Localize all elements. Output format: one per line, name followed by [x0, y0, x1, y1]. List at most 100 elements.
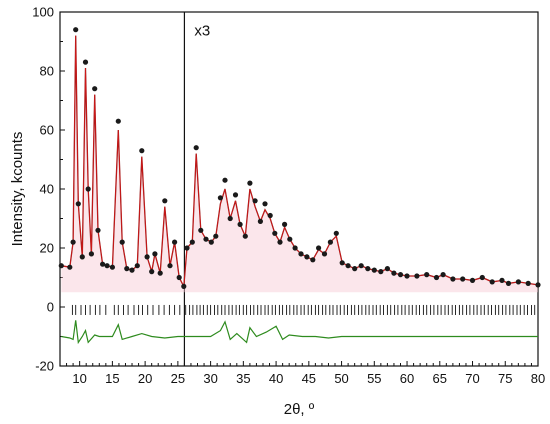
observed-point: [450, 276, 456, 282]
y-tick-label: 80: [40, 64, 54, 79]
x-tick-label: 75: [498, 371, 512, 386]
observed-point: [339, 260, 345, 266]
observed-point: [184, 245, 190, 251]
observed-point: [327, 239, 333, 245]
observed-point: [157, 270, 163, 276]
observed-point: [217, 195, 223, 201]
observed-point: [172, 239, 178, 245]
x-tick-label: 40: [269, 371, 283, 386]
observed-point: [181, 283, 187, 289]
observed-point: [227, 215, 233, 222]
observed-point: [282, 221, 288, 227]
observed-point: [321, 251, 328, 257]
calculated-line-highlight: [61, 35, 539, 288]
observed-point: [525, 280, 531, 286]
observed-point: [88, 251, 94, 257]
observed-point: [149, 269, 155, 275]
observed-point: [397, 272, 404, 278]
observed-point: [378, 269, 384, 275]
observed-point: [213, 233, 219, 239]
x-tick-label: 45: [302, 371, 316, 386]
y-tick-label: 20: [40, 241, 54, 256]
observed-point: [277, 239, 283, 245]
y-tick-label: 100: [32, 5, 54, 20]
observed-point: [479, 274, 485, 281]
observed-point: [535, 282, 541, 288]
difference-line: [61, 320, 538, 345]
observed-point: [414, 273, 420, 279]
calculated-line: [61, 35, 539, 289]
x-tick-label: 70: [465, 371, 479, 386]
reflection-markers: [71, 304, 536, 315]
observed-point: [152, 251, 158, 257]
observed-point: [333, 230, 339, 236]
observed-point: [371, 267, 377, 273]
y-tick-label: 40: [40, 182, 54, 197]
observed-point: [73, 27, 79, 33]
observed-point: [460, 276, 466, 282]
observed-point: [167, 263, 173, 269]
observed-point: [469, 277, 476, 283]
observed-point: [365, 266, 371, 272]
observed-point: [242, 233, 248, 239]
observed-point: [391, 270, 397, 276]
x-tick-label: 15: [105, 371, 119, 386]
observed-point: [237, 221, 243, 227]
observed-point: [384, 266, 390, 272]
x-tick-label: 65: [433, 371, 447, 386]
observed-point: [119, 239, 125, 245]
observed-point: [162, 198, 168, 204]
observed-point: [208, 239, 214, 245]
observed-point: [124, 266, 130, 272]
observed-point: [358, 263, 364, 269]
observed-point: [515, 279, 522, 285]
observed-point: [272, 230, 278, 236]
x-tick-label: 20: [138, 371, 152, 386]
y-tick-label: -20: [35, 359, 54, 374]
x-tick-label: 60: [400, 371, 414, 386]
observed-point: [489, 279, 495, 285]
y-axis-label: Intensity, kcounts: [9, 132, 26, 247]
observed-point: [267, 212, 273, 219]
x-tick-label: 10: [72, 371, 86, 386]
difference-series: [61, 320, 538, 345]
observed-point: [58, 263, 64, 269]
x-axis: 10 15 20 25 30 35 40 45 50 55 60 65 70 75 80: [66, 361, 545, 386]
observed-point: [100, 261, 106, 267]
observed-point: [70, 239, 76, 245]
observed-point: [104, 263, 110, 269]
observed-point: [304, 254, 310, 260]
observed-point: [316, 245, 322, 251]
observed-point: [505, 280, 512, 286]
y-axis: -20 0 20 40 60 80 100: [32, 5, 65, 374]
x-axis-label: 2θ, º: [284, 401, 315, 418]
observed-point: [247, 180, 253, 186]
observed-point: [85, 186, 91, 192]
x-tick-label: 25: [171, 371, 185, 386]
x-tick-label: 30: [203, 371, 217, 386]
observed-point: [67, 264, 73, 270]
observed-point: [404, 273, 410, 279]
observed-point: [252, 198, 258, 204]
observed-point: [232, 192, 239, 198]
x-tick-label: 80: [531, 371, 545, 386]
observed-point: [129, 267, 135, 273]
observed-point: [92, 86, 98, 92]
observed-point: [75, 201, 81, 207]
x-tick-label: 35: [236, 371, 250, 386]
observed-point: [292, 245, 298, 251]
observed-series: [58, 27, 541, 289]
annotation-x3: x3: [194, 23, 210, 40]
observed-point: [499, 277, 505, 283]
observed-point: [139, 148, 145, 154]
observed-point: [433, 274, 440, 281]
observed-point: [134, 263, 140, 269]
x-tick-label: 55: [367, 371, 381, 386]
observed-point: [144, 254, 150, 260]
observed-point: [222, 177, 228, 183]
observed-point: [352, 266, 358, 272]
observed-point: [79, 254, 85, 260]
calculated-series: [61, 35, 539, 289]
observed-point: [203, 236, 209, 242]
y-tick-label: 0: [47, 300, 54, 315]
